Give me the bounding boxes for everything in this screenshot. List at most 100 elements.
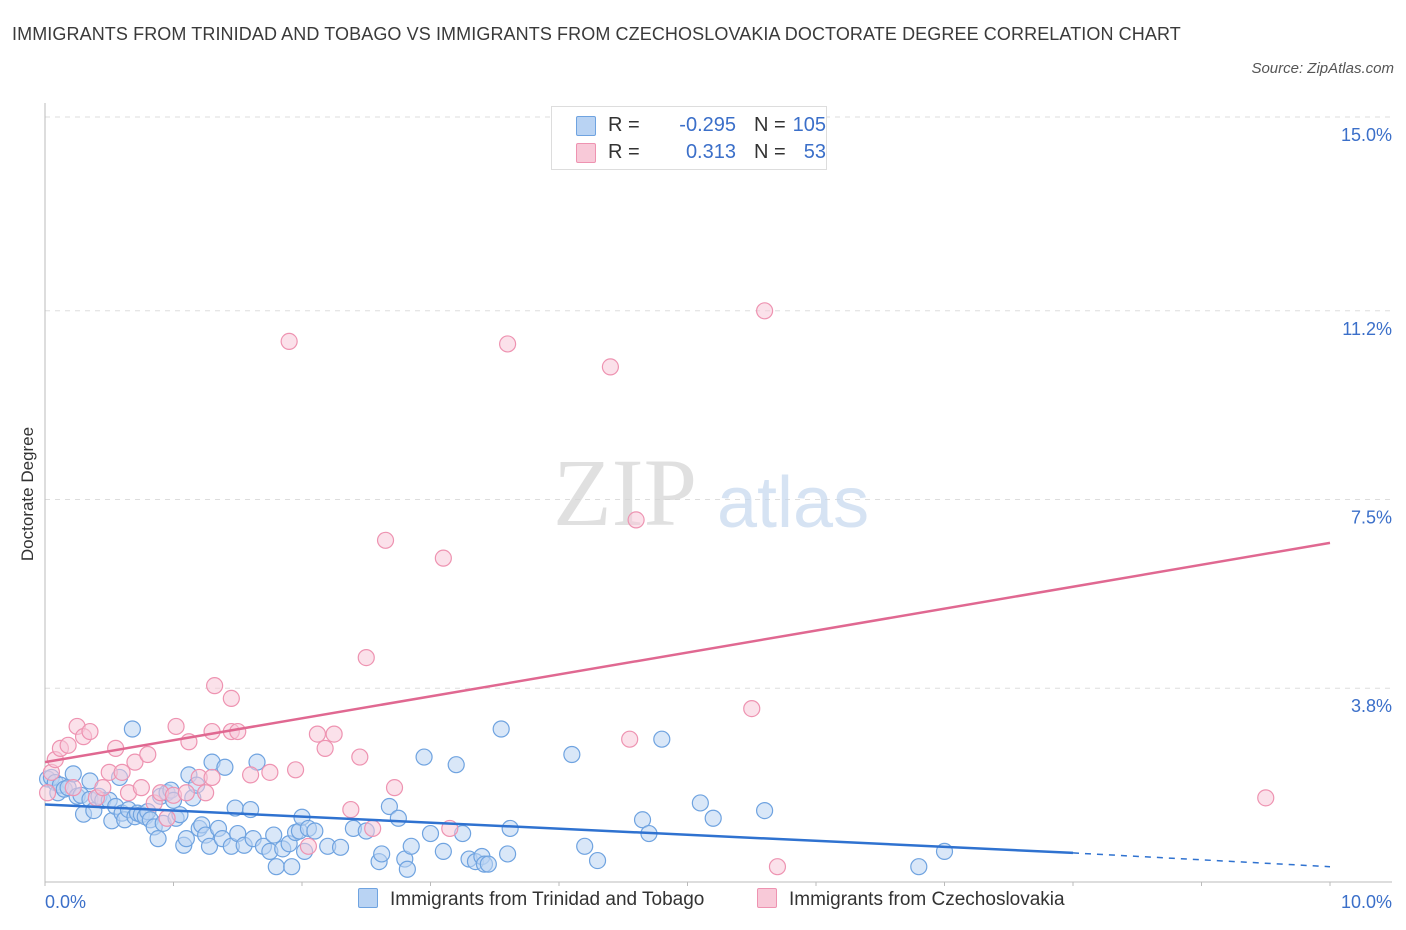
point-pink-45: [376, 531, 395, 549]
series-legend-pink: Immigrants from Czechoslovakia: [757, 888, 1065, 911]
point-blue-94: [499, 845, 517, 863]
point-blue-104: [755, 801, 774, 820]
point-pink-53: [743, 699, 761, 718]
point-pink-20: [158, 809, 176, 827]
series-swatch-blue: [358, 888, 378, 908]
point-blue-92: [479, 855, 497, 873]
series-label-blue: Immigrants from Trinidad and Tobago: [390, 889, 705, 910]
point-blue-23: [123, 720, 141, 738]
point-pink-17: [139, 745, 157, 764]
point-blue-101: [653, 730, 671, 748]
point-pink-42: [351, 748, 369, 766]
point-pink-34: [261, 763, 279, 781]
y-axis-label: Doctorate Degree: [18, 427, 37, 561]
x-tick-label-1: 10.0%: [1341, 892, 1392, 912]
point-pink-35: [280, 332, 298, 350]
point-blue-71: [306, 822, 324, 840]
grid-lines: [45, 116, 1392, 689]
legend-r-value: -0.295: [679, 114, 736, 136]
series-legend-blue: Immigrants from Trinidad and Tobago: [358, 888, 704, 911]
point-pink-5: [64, 779, 82, 797]
point-blue-65: [283, 858, 301, 876]
series-pink-points: [38, 302, 1275, 876]
points: [38, 302, 1275, 878]
legend-n-label: N =: [754, 114, 786, 136]
point-blue-103: [704, 809, 722, 827]
point-blue-62: [267, 858, 285, 876]
point-blue-93: [492, 720, 510, 738]
point-pink-50: [601, 358, 620, 376]
point-blue-61: [265, 826, 283, 844]
point-blue-84: [421, 824, 440, 843]
stats-legend: R = -0.295 N = 105 R = 0.313 N = 53: [551, 106, 827, 170]
point-pink-43: [357, 648, 375, 667]
point-pink-32: [229, 722, 247, 741]
legend-swatch-blue: [576, 116, 596, 136]
point-blue-83: [415, 748, 433, 766]
y-tick-label-3: 15.0%: [1341, 125, 1392, 145]
y-tick-label-2: 11.2%: [1342, 319, 1392, 339]
series-swatch-pink: [757, 888, 777, 908]
point-blue-98: [588, 851, 607, 870]
x-tick-label-0: 0.0%: [45, 892, 86, 912]
axes: [44, 103, 1392, 886]
point-blue-105: [910, 858, 928, 876]
point-blue-79: [389, 809, 407, 827]
trend-line-pink: [44, 541, 1331, 764]
point-pink-38: [308, 725, 327, 743]
legend-n-value: 105: [792, 114, 826, 136]
point-blue-99: [633, 811, 652, 829]
point-pink-4: [59, 736, 77, 754]
legend-r-value: 0.313: [685, 141, 736, 163]
point-blue-96: [563, 745, 581, 764]
point-pink-40: [325, 725, 343, 743]
point-pink-55: [768, 858, 787, 876]
point-blue-78: [380, 797, 398, 816]
legend-r-label: R =: [608, 114, 640, 136]
point-pink-15: [126, 753, 144, 771]
point-pink-27: [203, 768, 221, 787]
trend-line-blue: [44, 803, 1074, 855]
axis-labels: 3.8% 7.5% 11.2% 15.0% 0.0% 10.0% Doctorate Deg…: [18, 125, 1392, 912]
point-pink-26: [197, 784, 215, 802]
point-blue-73: [331, 838, 350, 856]
point-pink-41: [342, 800, 360, 819]
y-tick-label-0: 3.8%: [1351, 696, 1392, 716]
point-pink-29: [206, 677, 224, 695]
point-pink-8: [81, 722, 99, 741]
watermark-zip: ZIP: [553, 439, 697, 546]
chart-title: IMMIGRANTS FROM TRINIDAD AND TOBAGO VS I…: [12, 24, 1181, 44]
point-blue-31: [149, 830, 167, 848]
point-blue-82: [402, 837, 420, 855]
legend-r-label: R =: [608, 141, 640, 163]
watermark-atlas: atlas: [717, 463, 869, 543]
point-pink-54: [755, 302, 774, 320]
trend-line-blue-extension: [1072, 852, 1331, 868]
point-pink-31: [222, 689, 240, 708]
point-blue-47: [200, 837, 219, 855]
point-blue-95: [501, 819, 519, 838]
point-blue-86: [447, 756, 465, 774]
trend-lines: [44, 541, 1331, 868]
point-blue-97: [576, 837, 594, 855]
point-pink-16: [132, 779, 150, 797]
series-label-pink: Immigrants from Czechoslovakia: [789, 889, 1065, 910]
point-pink-49: [499, 335, 517, 353]
point-blue-102: [691, 794, 709, 812]
point-pink-23: [177, 784, 195, 802]
point-pink-56: [1257, 789, 1275, 807]
point-pink-44: [364, 819, 382, 838]
point-blue-85: [434, 842, 452, 861]
y-tick-label-1: 7.5%: [1351, 508, 1392, 528]
point-pink-33: [242, 766, 260, 784]
point-pink-46: [385, 779, 404, 797]
point-pink-39: [316, 739, 334, 757]
point-blue-51: [216, 758, 234, 776]
point-blue-40: [177, 830, 195, 848]
point-pink-36: [286, 761, 305, 779]
point-pink-22: [167, 717, 185, 736]
watermark: ZIP atlas: [553, 439, 869, 546]
legend-n-label: N =: [754, 141, 786, 163]
point-pink-37: [299, 837, 318, 855]
